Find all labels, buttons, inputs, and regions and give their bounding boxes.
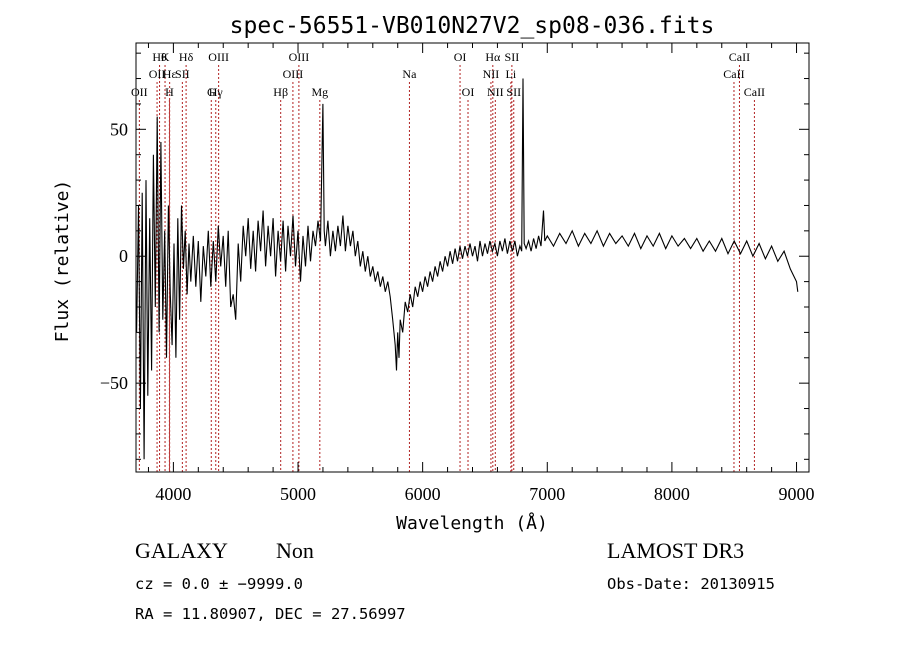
coordinates: RA = 11.80907, DEC = 27.56997 [135, 605, 406, 623]
x-tick-label-2: 6000 [405, 484, 441, 504]
line-marker-label-4: H [165, 85, 174, 99]
line-marker-label-26: CaII [744, 85, 765, 99]
line-marker-label-25: CaII [729, 50, 750, 64]
redshift-info: cz = 0.0 ± −9999.0 [135, 575, 303, 593]
y-axis-label: Flux (relative) [52, 180, 73, 343]
line-marker-label-14: Mg [311, 85, 328, 99]
line-markers [138, 65, 755, 472]
x-tick-label-4: 8000 [654, 484, 690, 504]
spectrum-line [136, 78, 799, 460]
line-marker-label-7: Hδ [179, 50, 194, 64]
y-tick-label-2: −50 [100, 373, 128, 393]
line-marker-label-22: SII [505, 50, 520, 64]
observation-date: Obs-Date: 20130915 [607, 575, 775, 593]
line-marker-label-21: Li [506, 67, 517, 81]
line-marker-label-23: SII [506, 85, 521, 99]
line-marker-label-13: OIII [289, 50, 310, 64]
line-marker-label-17: OI [462, 85, 475, 99]
line-marker-label-15: Na [402, 67, 417, 81]
line-marker-label-5: Hε [163, 67, 177, 81]
x-tick-label-5: 9000 [779, 484, 815, 504]
line-marker-labels: OIIOIIHθKHHεSIIHδGHγOIIIHβOIIIOIIIMgNaOI… [131, 50, 765, 99]
line-marker-label-11: Hβ [273, 85, 288, 99]
line-marker-label-6: SII [175, 67, 190, 81]
y-tick-label-1: 0 [119, 246, 128, 266]
line-marker-label-18: NII [483, 67, 500, 81]
x-tick-label-0: 4000 [155, 484, 191, 504]
line-marker-label-9: Hγ [209, 85, 224, 99]
object-subclass: Non [276, 538, 314, 563]
chart-title: spec-56551-VB010N27V2_sp08-036.fits [230, 13, 715, 39]
line-marker-label-3: K [161, 50, 170, 64]
line-marker-label-24: CaII [723, 67, 744, 81]
line-marker-label-8: G [207, 85, 216, 99]
line-marker-label-19: Hα [485, 50, 501, 64]
line-marker-label-2: Hθ [152, 50, 167, 64]
y-axis-ticks: 50 0 −50 [100, 52, 809, 460]
line-marker-label-1: OII [149, 67, 166, 81]
survey-name: LAMOST DR3 [607, 538, 744, 563]
line-marker-label-12: OIII [283, 67, 304, 81]
x-tick-label-3: 7000 [529, 484, 565, 504]
line-marker-label-16: OI [454, 50, 467, 64]
x-tick-label-1: 5000 [280, 484, 316, 504]
object-class: GALAXY [135, 538, 228, 563]
plot-frame [135, 42, 810, 473]
y-tick-label-0: 50 [110, 119, 128, 139]
x-axis-label: Wavelength (Å) [396, 512, 548, 534]
x-axis-ticks: 4000 5000 6000 7000 8000 9000 [147, 43, 815, 504]
line-marker-label-20: NII [487, 85, 504, 99]
line-marker-label-10: OIII [208, 50, 229, 64]
line-marker-label-0: OII [131, 85, 148, 99]
